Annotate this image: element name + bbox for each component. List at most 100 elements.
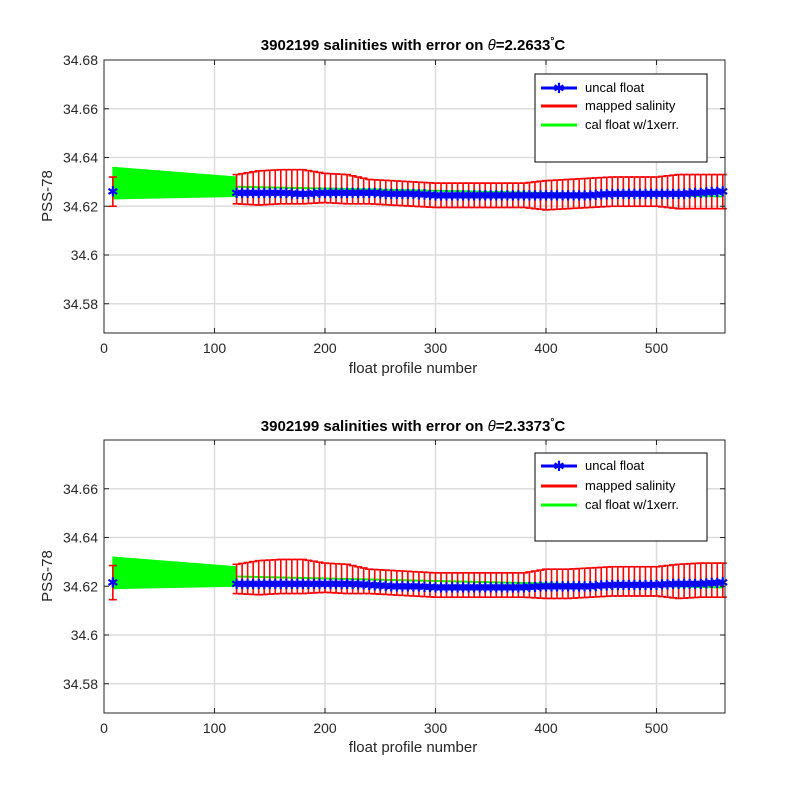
y-tick-label: 34.64 — [63, 150, 98, 166]
uncal-float-marker: ✱ — [678, 187, 690, 203]
uncal-float-marker: ✱ — [617, 187, 629, 203]
uncal-float-marker: ✱ — [479, 188, 491, 204]
uncal-float-marker: ✱ — [107, 185, 119, 201]
uncal-float-marker: ✱ — [479, 580, 491, 596]
x-tick-label: 100 — [203, 720, 227, 736]
y-axis-label: PSS-78 — [39, 550, 56, 602]
uncal-float-marker: ✱ — [706, 576, 718, 592]
uncal-float-marker: ✱ — [374, 579, 386, 595]
legend: ✱ uncal float mapped salinity cal float … — [534, 452, 708, 542]
uncal-float-marker: ✱ — [640, 187, 652, 203]
legend-label-cal: cal float w/1xerr. — [585, 497, 679, 512]
uncal-float-marker: ✱ — [236, 577, 248, 593]
uncal-float-marker: ✱ — [667, 577, 679, 593]
uncal-float-marker: ✱ — [419, 188, 431, 204]
uncal-float-marker: ✱ — [623, 187, 635, 203]
uncal-float-marker: ✱ — [314, 577, 326, 593]
uncal-float-marker: ✱ — [496, 188, 508, 204]
cal-float-band — [112, 166, 238, 200]
uncal-float-marker: ✱ — [501, 188, 513, 204]
uncal-float-marker: ✱ — [678, 577, 690, 593]
uncal-float-marker: ✱ — [297, 577, 309, 593]
uncal-float-marker: ✱ — [529, 580, 541, 596]
uncal-float-marker: ✱ — [629, 578, 641, 594]
uncal-float-marker: ✱ — [424, 580, 436, 596]
legend-label-uncal: uncal float — [585, 80, 645, 95]
legend-box — [534, 452, 708, 542]
x-tick-label: 0 — [100, 340, 108, 356]
uncal-float-marker: ✱ — [490, 580, 502, 596]
uncal-float-marker: ✱ — [590, 188, 602, 204]
uncal-float-marker: ✱ — [595, 579, 607, 595]
x-tick-label: 200 — [313, 340, 337, 356]
uncal-float-marker: ✱ — [490, 188, 502, 204]
chart-panel-top: 3902199 salinities with error on θ=2.263… — [39, 36, 729, 377]
uncal-float-marker: ✱ — [689, 186, 701, 202]
y-tick-label: 34.62 — [63, 578, 98, 594]
uncal-float-marker: ✱ — [546, 188, 558, 204]
x-tick-label: 100 — [203, 340, 227, 356]
legend-label-uncal: uncal float — [585, 458, 645, 473]
x-axis-label: float profile number — [349, 739, 477, 756]
uncal-float-marker: ✱ — [319, 186, 331, 202]
uncal-float-marker: ✱ — [341, 186, 353, 202]
uncal-float-marker: ✱ — [413, 187, 425, 203]
uncal-float-marker: ✱ — [640, 578, 652, 594]
uncal-float-marker: ✱ — [711, 185, 723, 201]
uncal-float-marker: ✱ — [468, 188, 480, 204]
uncal-float-marker: ✱ — [551, 188, 563, 204]
y-tick-label: 34.66 — [63, 101, 98, 117]
uncal-float-marker: ✱ — [645, 187, 657, 203]
uncal-float-marker: ✱ — [562, 188, 574, 204]
uncal-float-marker: ✱ — [341, 577, 353, 593]
uncal-float-marker: ✱ — [292, 187, 304, 203]
chart-title: 3902199 salinities with error on θ=2.337… — [261, 417, 566, 435]
uncal-float-marker: ✱ — [297, 187, 309, 203]
uncal-float-marker: ✱ — [463, 580, 475, 596]
uncal-float-marker: ✱ — [612, 187, 624, 203]
y-axis-label: PSS-78 — [39, 170, 56, 222]
uncal-float-marker: ✱ — [253, 577, 265, 593]
uncal-float-marker: ✱ — [424, 188, 436, 204]
uncal-float-marker: ✱ — [551, 579, 563, 595]
uncal-float-marker: ✱ — [402, 187, 414, 203]
uncal-float-marker: ✱ — [513, 580, 525, 596]
uncal-float-marker: ✱ — [446, 188, 458, 204]
uncal-float-marker: ✱ — [518, 188, 530, 204]
legend-label-mapped: mapped salinity — [585, 478, 676, 493]
uncal-float-marker: ✱ — [513, 188, 525, 204]
uncal-float-marker: ✱ — [695, 186, 707, 202]
uncal-float-marker: ✱ — [684, 577, 696, 593]
uncal-float-marker: ✱ — [258, 577, 270, 593]
x-tick-label: 500 — [645, 720, 669, 736]
uncal-float-marker: ✱ — [441, 580, 453, 596]
uncal-float-marker: ✱ — [529, 188, 541, 204]
uncal-float-marker: ✱ — [325, 577, 337, 593]
x-tick-label: 300 — [424, 720, 448, 736]
uncal-float-marker: ✱ — [656, 187, 668, 203]
uncal-float-marker: ✱ — [540, 579, 552, 595]
uncal-float-marker: ✱ — [369, 578, 381, 594]
uncal-float-marker: ✱ — [280, 577, 292, 593]
uncal-float-marker: ✱ — [452, 580, 464, 596]
uncal-float-marker: ✱ — [446, 580, 458, 596]
uncal-float-marker: ✱ — [606, 578, 618, 594]
plot-area — [103, 59, 726, 334]
legend-uncal-marker: ✱ — [553, 459, 565, 475]
uncal-float-marker: ✱ — [612, 578, 624, 594]
uncal-float-marker: ✱ — [308, 577, 320, 593]
uncal-float-marker: ✱ — [107, 576, 119, 592]
legend-uncal-marker: ✱ — [553, 81, 565, 97]
uncal-float-marker: ✱ — [584, 579, 596, 595]
uncal-float-marker: ✱ — [601, 578, 613, 594]
uncal-float-marker: ✱ — [336, 186, 348, 202]
y-tick-label: 34.68 — [63, 52, 98, 68]
uncal-float-marker: ✱ — [236, 186, 248, 202]
uncal-float-marker: ✱ — [264, 186, 276, 202]
uncal-float-marker: ✱ — [303, 187, 315, 203]
uncal-float-marker: ✱ — [557, 188, 569, 204]
plot-area — [103, 439, 726, 714]
uncal-float-marker: ✱ — [606, 187, 618, 203]
uncal-float-marker: ✱ — [430, 188, 442, 204]
